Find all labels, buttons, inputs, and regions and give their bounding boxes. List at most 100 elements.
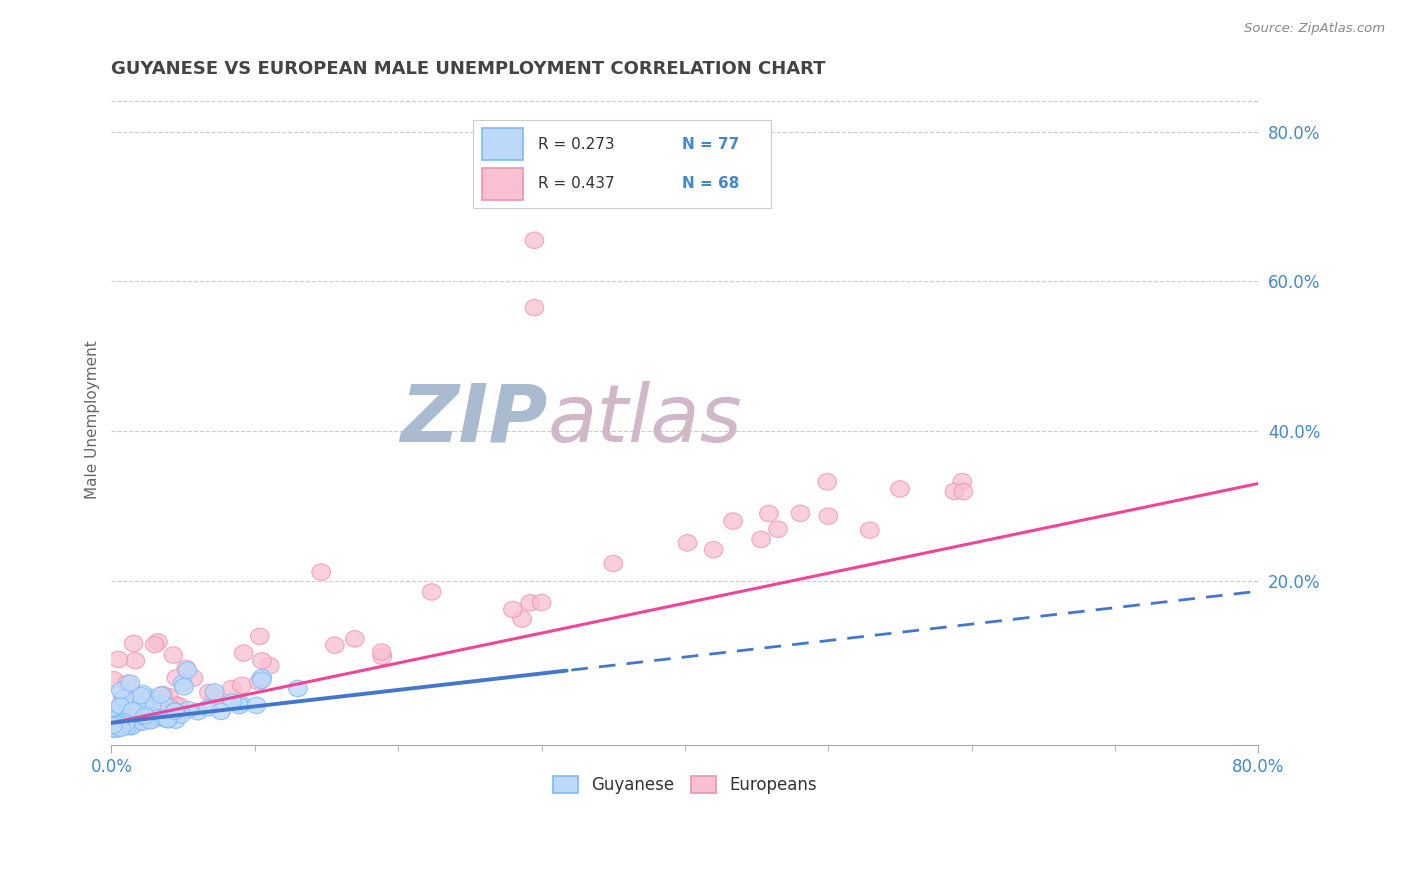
- Ellipse shape: [104, 672, 124, 688]
- Ellipse shape: [107, 714, 127, 731]
- Ellipse shape: [288, 681, 307, 697]
- Ellipse shape: [104, 721, 124, 737]
- Ellipse shape: [118, 718, 136, 734]
- Ellipse shape: [141, 713, 160, 729]
- Ellipse shape: [111, 701, 129, 718]
- Text: atlas: atlas: [547, 381, 742, 458]
- Ellipse shape: [143, 692, 162, 708]
- Ellipse shape: [111, 682, 131, 698]
- Ellipse shape: [104, 712, 122, 728]
- Ellipse shape: [105, 721, 124, 737]
- Ellipse shape: [134, 714, 152, 731]
- Ellipse shape: [820, 508, 838, 524]
- Ellipse shape: [112, 690, 132, 707]
- Ellipse shape: [166, 712, 186, 729]
- Ellipse shape: [179, 662, 197, 679]
- Ellipse shape: [200, 699, 218, 716]
- Ellipse shape: [955, 483, 973, 500]
- Ellipse shape: [110, 717, 129, 734]
- Ellipse shape: [114, 707, 132, 724]
- Ellipse shape: [134, 685, 152, 702]
- Ellipse shape: [142, 697, 160, 714]
- Ellipse shape: [111, 715, 129, 732]
- Ellipse shape: [132, 688, 150, 704]
- Ellipse shape: [128, 705, 146, 721]
- Ellipse shape: [124, 635, 143, 652]
- Ellipse shape: [326, 637, 344, 654]
- Ellipse shape: [769, 521, 787, 538]
- Ellipse shape: [127, 653, 145, 669]
- Ellipse shape: [253, 653, 271, 669]
- Ellipse shape: [945, 483, 963, 500]
- Ellipse shape: [127, 697, 146, 713]
- Text: ZIP: ZIP: [399, 381, 547, 458]
- Ellipse shape: [117, 710, 135, 726]
- Ellipse shape: [890, 481, 910, 497]
- Ellipse shape: [222, 681, 240, 697]
- Ellipse shape: [173, 675, 191, 691]
- Ellipse shape: [118, 698, 136, 714]
- Ellipse shape: [136, 707, 155, 724]
- Ellipse shape: [231, 698, 249, 714]
- Ellipse shape: [141, 712, 159, 729]
- Ellipse shape: [162, 702, 180, 718]
- Ellipse shape: [205, 689, 224, 706]
- Ellipse shape: [107, 708, 125, 724]
- Ellipse shape: [108, 713, 127, 730]
- Ellipse shape: [159, 712, 177, 728]
- Ellipse shape: [172, 706, 190, 723]
- Ellipse shape: [346, 631, 364, 647]
- Ellipse shape: [146, 700, 165, 717]
- Ellipse shape: [524, 300, 544, 316]
- Ellipse shape: [118, 708, 136, 725]
- Ellipse shape: [605, 555, 623, 572]
- Ellipse shape: [160, 705, 179, 722]
- Ellipse shape: [759, 505, 779, 522]
- Ellipse shape: [110, 651, 128, 668]
- Ellipse shape: [115, 690, 134, 706]
- Ellipse shape: [166, 703, 184, 720]
- Ellipse shape: [200, 684, 218, 700]
- Ellipse shape: [205, 684, 224, 700]
- Ellipse shape: [110, 715, 128, 732]
- Ellipse shape: [155, 696, 174, 713]
- Ellipse shape: [169, 706, 187, 723]
- Ellipse shape: [160, 698, 179, 715]
- Ellipse shape: [121, 675, 139, 691]
- Ellipse shape: [111, 704, 129, 721]
- Ellipse shape: [678, 534, 697, 551]
- Ellipse shape: [860, 522, 879, 539]
- Ellipse shape: [115, 714, 135, 731]
- Ellipse shape: [152, 687, 170, 703]
- Ellipse shape: [104, 706, 122, 723]
- Ellipse shape: [120, 717, 138, 734]
- Ellipse shape: [159, 689, 179, 705]
- Ellipse shape: [422, 583, 441, 600]
- Ellipse shape: [222, 694, 242, 710]
- Ellipse shape: [142, 711, 160, 727]
- Ellipse shape: [131, 714, 149, 731]
- Text: GUYANESE VS EUROPEAN MALE UNEMPLOYMENT CORRELATION CHART: GUYANESE VS EUROPEAN MALE UNEMPLOYMENT C…: [111, 60, 825, 78]
- Ellipse shape: [104, 708, 122, 724]
- Ellipse shape: [167, 670, 186, 686]
- Ellipse shape: [953, 474, 972, 490]
- Ellipse shape: [503, 601, 522, 618]
- Ellipse shape: [142, 690, 160, 706]
- Ellipse shape: [127, 709, 145, 725]
- Ellipse shape: [170, 698, 188, 714]
- Text: Source: ZipAtlas.com: Source: ZipAtlas.com: [1244, 22, 1385, 36]
- Ellipse shape: [174, 679, 194, 695]
- Ellipse shape: [111, 711, 131, 728]
- Ellipse shape: [752, 531, 770, 548]
- Ellipse shape: [122, 718, 141, 734]
- Ellipse shape: [108, 716, 128, 732]
- Ellipse shape: [260, 657, 278, 674]
- Ellipse shape: [247, 697, 266, 714]
- Ellipse shape: [373, 648, 392, 665]
- Ellipse shape: [252, 672, 271, 689]
- Ellipse shape: [117, 718, 135, 735]
- Ellipse shape: [533, 594, 551, 611]
- Ellipse shape: [792, 505, 810, 522]
- Ellipse shape: [188, 704, 207, 720]
- Ellipse shape: [166, 697, 184, 713]
